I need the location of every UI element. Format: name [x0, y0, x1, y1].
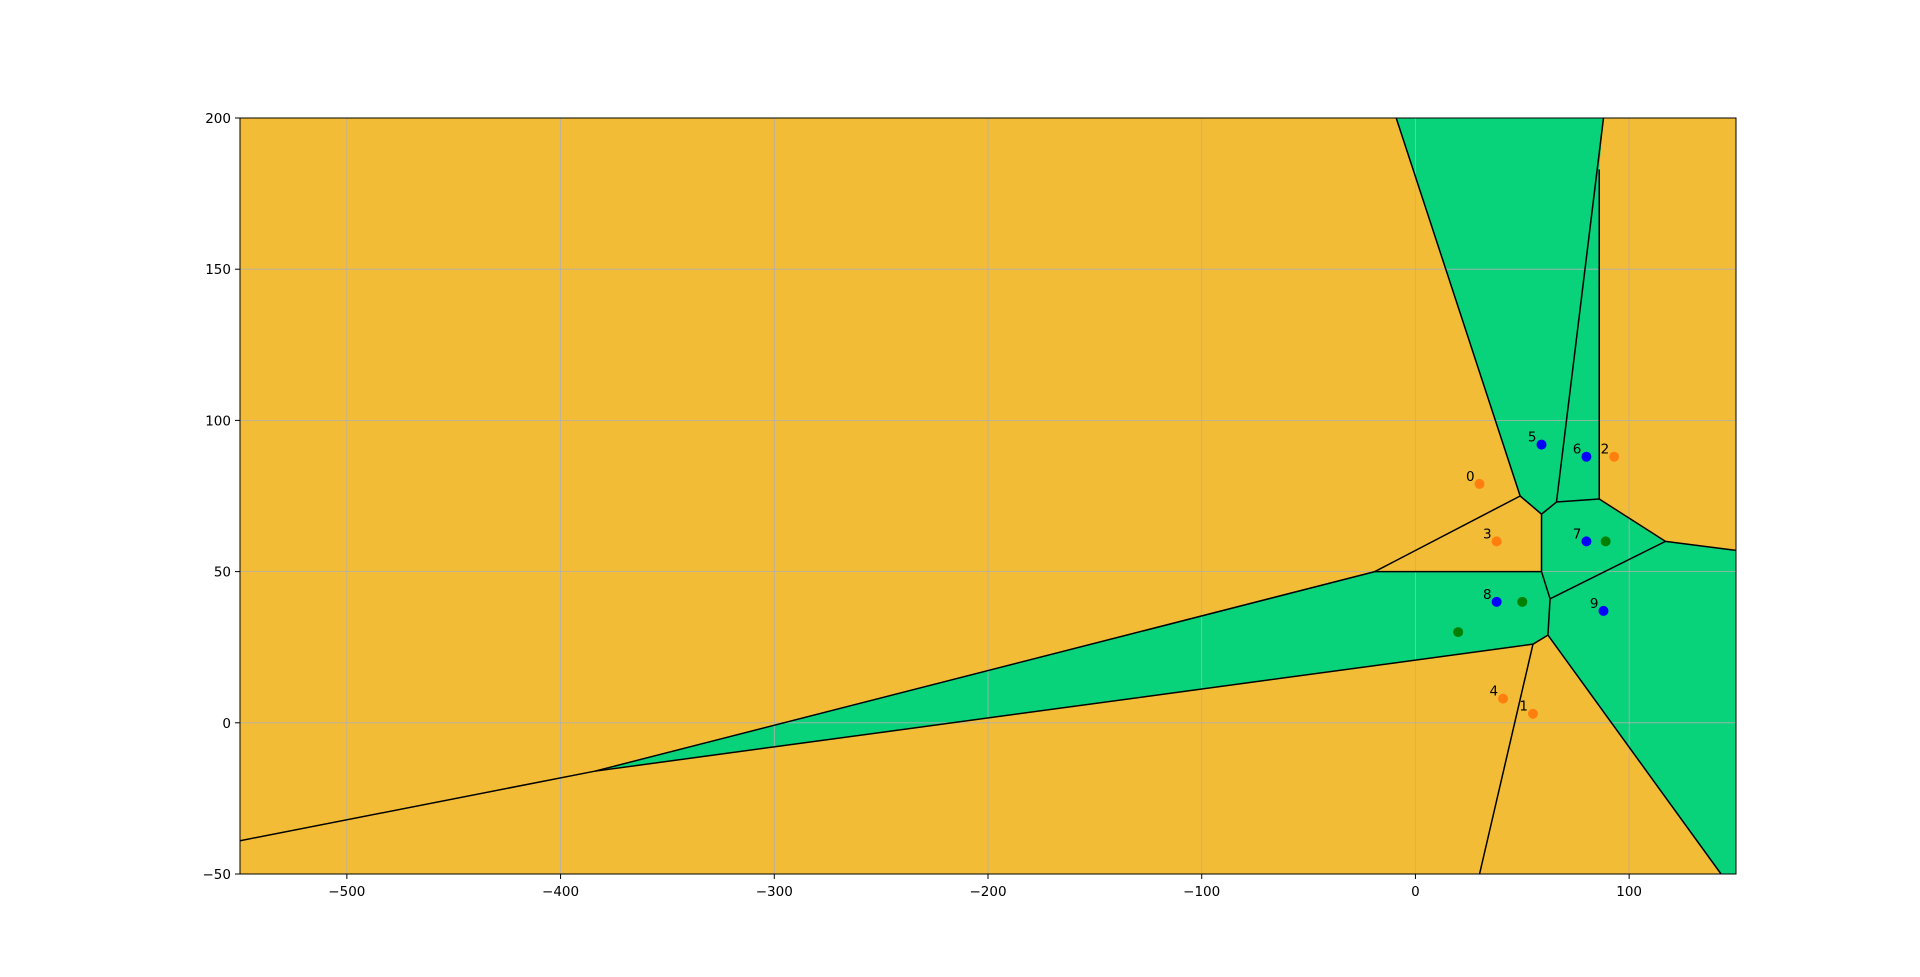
y-tick-label: 200 — [205, 111, 231, 127]
voronoi-edge — [1519, 495, 1543, 515]
voronoi-edge — [1540, 571, 1551, 600]
x-tick-label: 100 — [1616, 884, 1642, 900]
voronoi-edge — [240, 770, 595, 842]
y-tick-label: 0 — [222, 716, 231, 732]
point-label: 8 — [1483, 587, 1492, 603]
y-tick-label: 150 — [205, 262, 231, 278]
voronoi-region-3-green — [1541, 499, 1666, 599]
x-tick-label: −100 — [1183, 884, 1220, 900]
voronoi-edge — [1374, 495, 1521, 573]
data-point — [1609, 451, 1620, 462]
point-label: 6 — [1573, 442, 1582, 458]
data-point — [1598, 605, 1609, 616]
data-point — [1498, 693, 1509, 704]
voronoi-edge — [1532, 634, 1549, 645]
x-tick-label: −500 — [328, 884, 365, 900]
voronoi-edge — [1555, 118, 1605, 503]
point-label: 7 — [1573, 526, 1582, 542]
point-label: 3 — [1483, 526, 1492, 542]
x-tick-label: 0 — [1411, 884, 1420, 900]
voronoi-region-7-orange — [1479, 635, 1721, 874]
voronoi-edges — [240, 118, 1736, 874]
point-label: 0 — [1466, 469, 1475, 485]
x-tick-label: −200 — [969, 884, 1006, 900]
voronoi-region-5-green — [1547, 541, 1736, 874]
data-point — [1536, 439, 1547, 450]
voronoi-region-4-green — [594, 571, 1551, 772]
voronoi-edge — [1556, 498, 1600, 503]
voronoi-edge — [1665, 540, 1736, 552]
voronoi-edge — [1478, 644, 1534, 874]
voronoi-region-2-orange — [1599, 118, 1736, 551]
y-tick-label: 50 — [214, 565, 231, 581]
data-point — [1517, 596, 1528, 607]
point-label: 9 — [1590, 596, 1599, 612]
voronoi-region-0-orange — [240, 118, 1542, 841]
data-point — [1581, 536, 1592, 547]
voronoi-edge — [594, 570, 1376, 772]
point-label: 5 — [1528, 430, 1537, 446]
voronoi-edge — [1598, 498, 1666, 542]
point-label: 2 — [1601, 442, 1610, 458]
data-point — [1581, 451, 1592, 462]
point-label: 4 — [1489, 684, 1498, 700]
x-tick-label: −300 — [756, 884, 793, 900]
voronoi-region-1-green — [1396, 118, 1604, 515]
voronoi-edge — [594, 643, 1534, 772]
voronoi-edge — [1549, 540, 1666, 600]
x-tick-label: −400 — [542, 884, 579, 900]
voronoi-edge — [1541, 501, 1557, 515]
y-tick-label: −50 — [203, 867, 232, 883]
data-point — [1527, 708, 1538, 719]
data-point — [1453, 627, 1464, 638]
data-point — [1600, 536, 1611, 547]
data-point — [1491, 536, 1502, 547]
data-point — [1491, 596, 1502, 607]
voronoi-region-6-orange — [240, 644, 1533, 874]
voronoi-edge — [1395, 118, 1521, 497]
y-tick-label: 100 — [205, 413, 231, 429]
point-label: 1 — [1519, 699, 1528, 715]
voronoi-edge — [1547, 634, 1722, 874]
voronoi-edge — [1547, 598, 1551, 636]
data-point — [1474, 478, 1485, 489]
data-points: 0 1 2 3 4 5 6 7 8 9 — [1453, 430, 1620, 719]
